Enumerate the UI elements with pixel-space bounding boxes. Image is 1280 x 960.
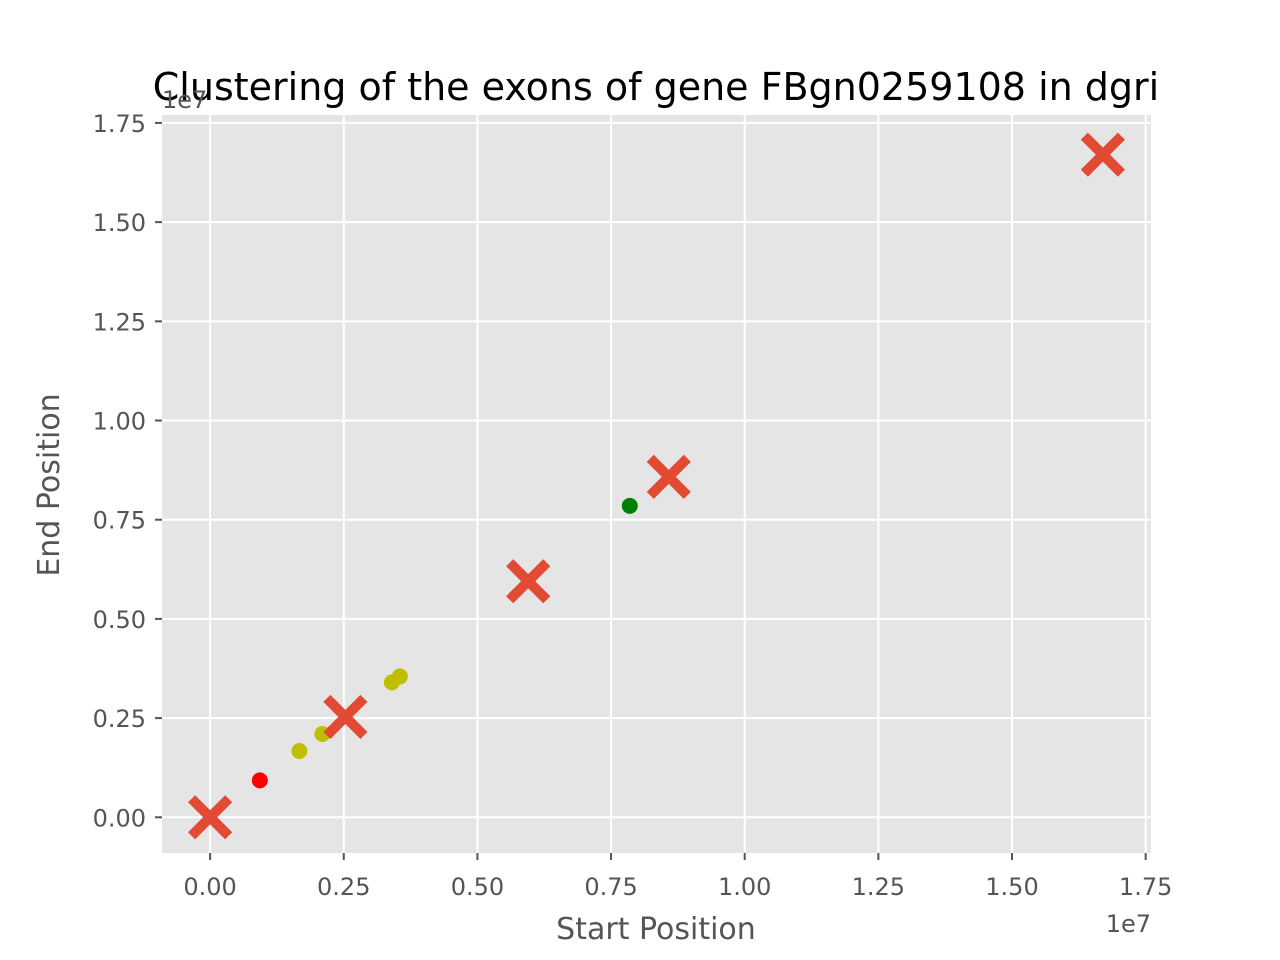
x-tick-label: 1.75 (1119, 873, 1172, 901)
data-points (188, 132, 1125, 840)
x-axis-label: Start Position (556, 912, 756, 947)
y-tick-label: 1.00 (93, 408, 146, 436)
x-axis-offset-label: 1e7 (1106, 910, 1151, 938)
x-tick-label: 0.00 (183, 873, 236, 901)
y-tick-label: 0.50 (93, 606, 146, 634)
x-tick-label: 0.75 (584, 873, 637, 901)
scatter-point (391, 668, 408, 685)
y-tick-label: 0.75 (93, 507, 146, 535)
x-tick-label: 1.50 (985, 873, 1038, 901)
chart-title: Clustering of the exons of gene FBgn0259… (153, 65, 1159, 109)
x-marker-stroke (1080, 132, 1125, 177)
axis-ticks: 0.00 0.25 0.50 0.75 1.00 1.25 1.50 1.75 0.00 0.25… (93, 110, 1173, 901)
scatter-point (251, 772, 268, 789)
x-tick-label: 1.25 (852, 873, 905, 901)
centroid-x-marker (188, 795, 233, 840)
x-marker-stroke (188, 795, 233, 840)
y-axis-label: End Position (32, 393, 67, 576)
x-marker-stroke (646, 454, 691, 499)
x-marker-stroke (323, 694, 368, 739)
x-marker-stroke (506, 559, 551, 604)
x-tick-label: 1.00 (718, 873, 771, 901)
x-tick-label: 0.50 (451, 873, 504, 901)
y-tick-label: 1.50 (93, 209, 146, 237)
y-tick-label: 1.25 (93, 308, 146, 336)
scatter-point (291, 743, 308, 760)
y-tick-label: 0.00 (93, 804, 146, 832)
grid-lines (162, 115, 1151, 853)
centroid-x-marker (646, 454, 691, 499)
centroid-x-marker (1080, 132, 1125, 177)
y-axis-offset-label: 1e7 (162, 86, 207, 114)
centroid-x-marker (323, 694, 368, 739)
y-tick-label: 0.25 (93, 705, 146, 733)
y-tick-label: 1.75 (93, 110, 146, 138)
centroid-x-marker (506, 559, 551, 604)
x-tick-label: 0.25 (317, 873, 370, 901)
scatter-point (621, 497, 638, 514)
